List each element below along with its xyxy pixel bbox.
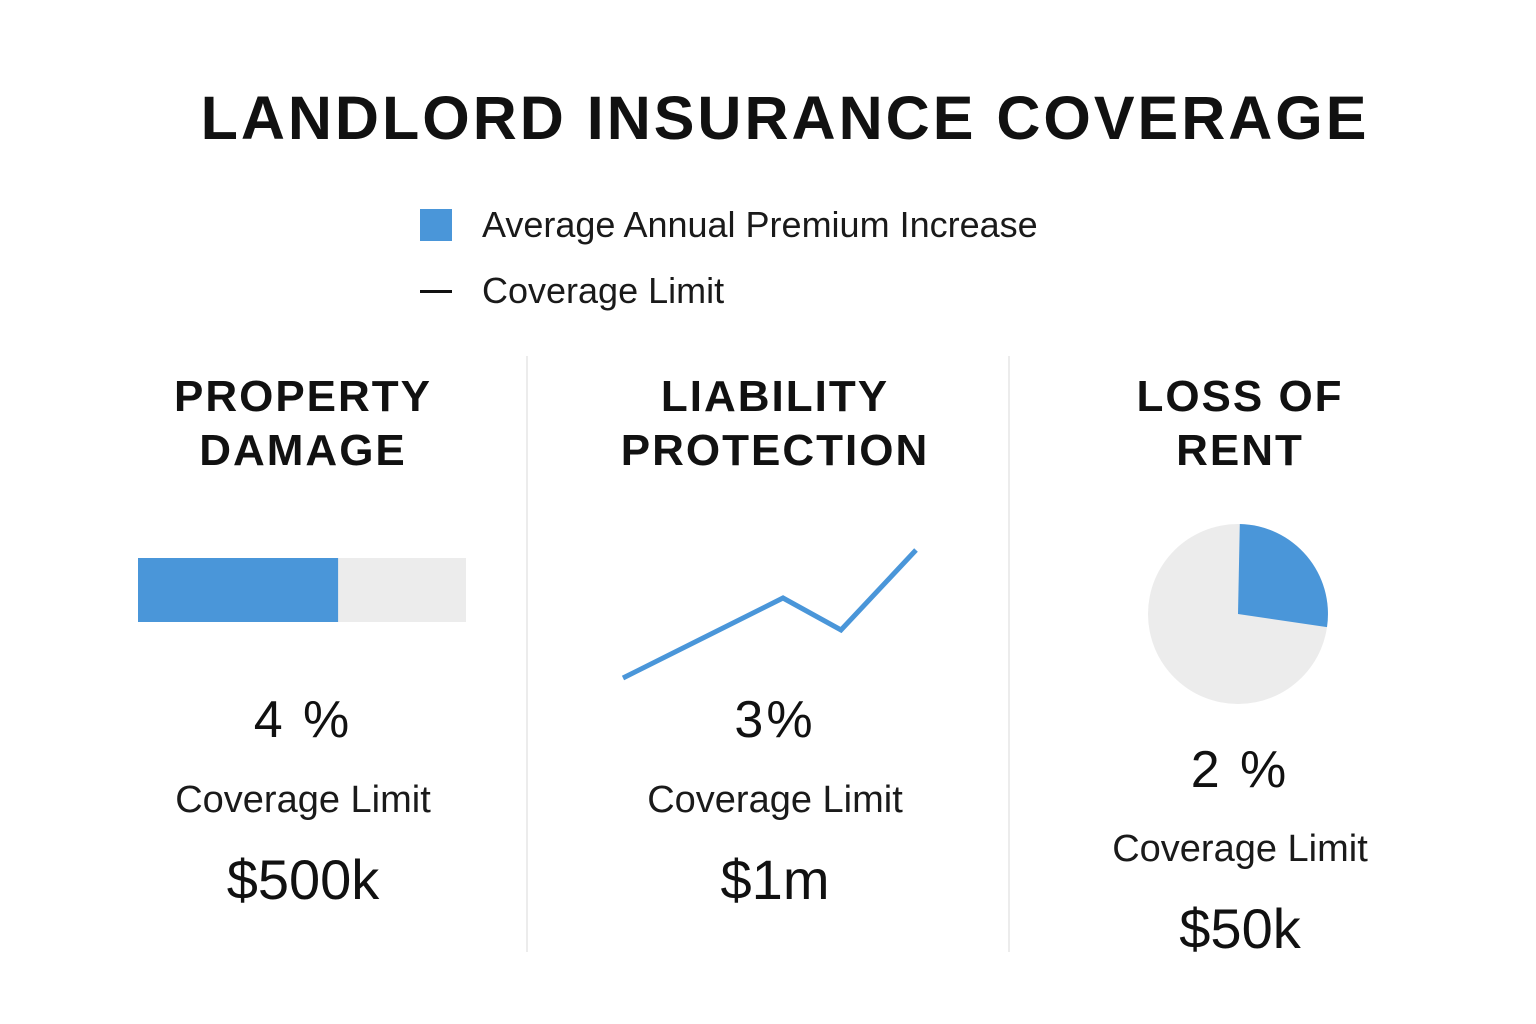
divider-right bbox=[1008, 356, 1010, 952]
loss-of-rent-coverage-value: $50k bbox=[1179, 897, 1301, 960]
panel-title-line: RENT bbox=[1176, 426, 1304, 475]
panel-title-line: DAMAGE bbox=[199, 426, 407, 475]
panel-title-liability-protection: LIABILITY PROTECTION bbox=[535, 370, 1015, 478]
loss-of-rent-percent: 2 % bbox=[1190, 741, 1290, 799]
pie-slice bbox=[1238, 524, 1328, 628]
divider-left bbox=[526, 356, 528, 952]
bar-fill bbox=[138, 558, 339, 622]
panel-title-property-damage: PROPERTY DAMAGE bbox=[63, 370, 543, 478]
property-damage-percent: 4 % bbox=[253, 691, 353, 749]
panel-property-damage: PROPERTY DAMAGE 4 % Coverage Limit $500k bbox=[63, 0, 543, 1024]
loss-of-rent-pie-chart bbox=[1148, 524, 1328, 704]
legend-limit-label: Coverage Limit bbox=[482, 270, 725, 311]
legend-line-black bbox=[420, 289, 452, 293]
panel-title-line: PROPERTY bbox=[173, 372, 433, 421]
panel-title-line: LIABILITY bbox=[660, 372, 890, 421]
panel-title-line: PROTECTION bbox=[620, 426, 930, 475]
property-damage-coverage-value: $500k bbox=[226, 848, 380, 911]
legend-swatch-blue bbox=[420, 209, 452, 241]
panel-liability-protection: LIABILITY PROTECTION 3% Coverage Limit $… bbox=[535, 0, 1015, 1024]
legend-limit: Coverage Limit bbox=[420, 271, 724, 311]
panel-title-line: LOSS OF bbox=[1136, 372, 1344, 421]
panel-title-loss-of-rent: LOSS OF RENT bbox=[1000, 370, 1480, 478]
loss-of-rent-coverage-label: Coverage Limit bbox=[1112, 828, 1368, 870]
page-title: LANDLORD INSURANCE COVERAGE bbox=[200, 84, 1370, 152]
liability-coverage-label: Coverage Limit bbox=[647, 779, 903, 821]
legend-premium: Average Annual Premium Increase bbox=[420, 205, 1038, 245]
property-damage-bar-chart bbox=[138, 558, 466, 622]
liability-percent: 3% bbox=[734, 691, 816, 749]
liability-coverage-value: $1m bbox=[720, 848, 830, 911]
panel-loss-of-rent: LOSS OF RENT 2 % Coverage Limit $50k bbox=[1000, 0, 1480, 1024]
line-series bbox=[621, 548, 918, 681]
property-damage-coverage-label: Coverage Limit bbox=[175, 779, 431, 821]
liability-line-chart bbox=[621, 548, 918, 681]
legend-premium-label: Average Annual Premium Increase bbox=[482, 204, 1038, 245]
